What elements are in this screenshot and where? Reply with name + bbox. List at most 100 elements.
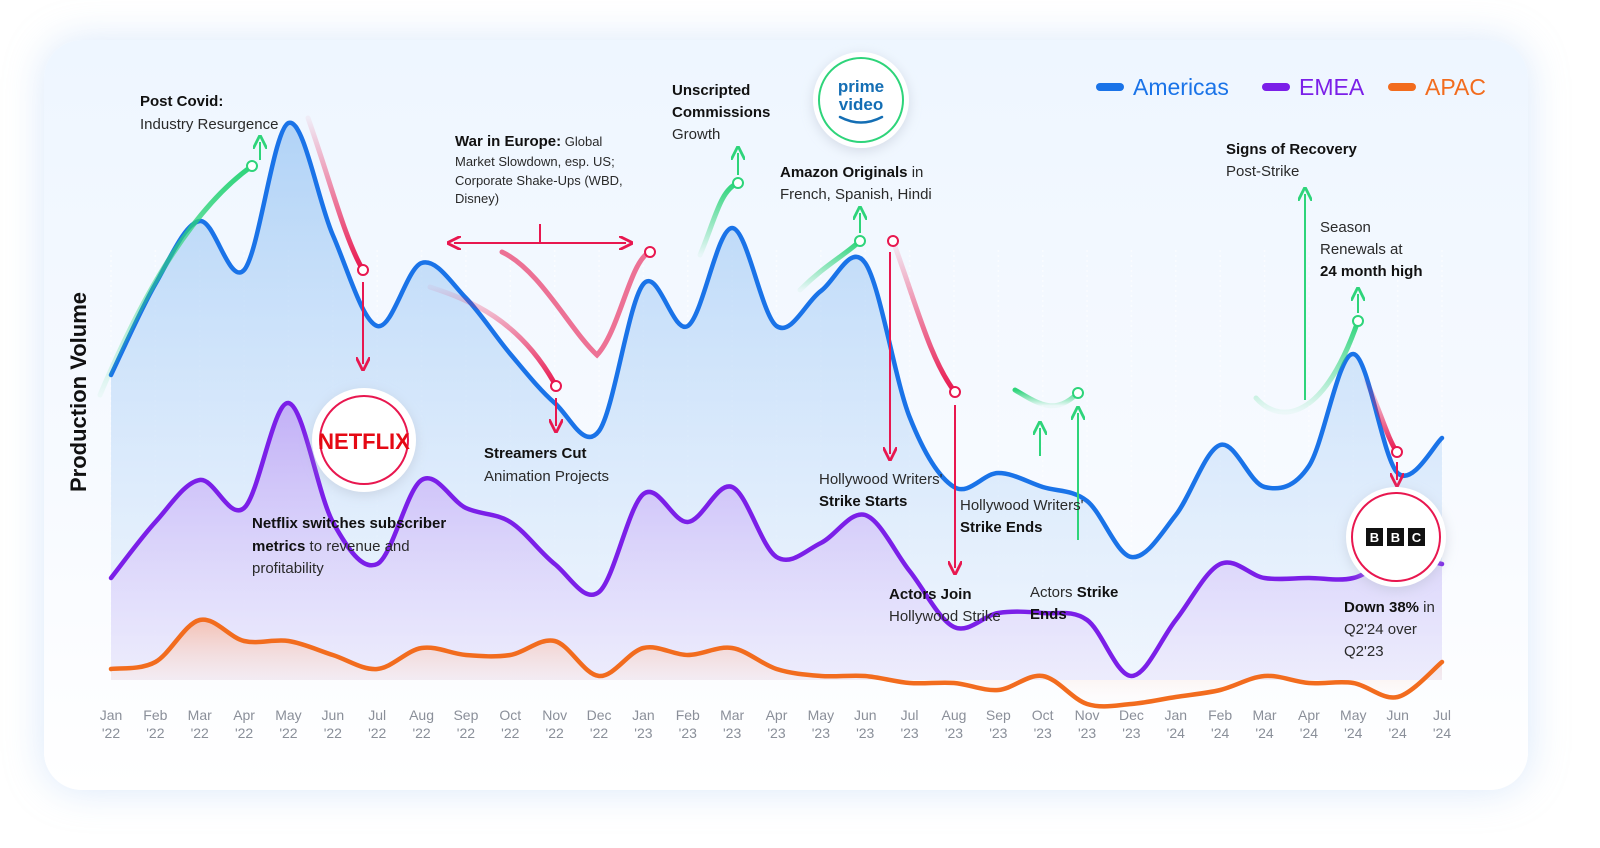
annotation-texts: Post Covid: Industry Resurgence War in E…: [140, 82, 1435, 660]
x-tick-label: Sep '22: [453, 707, 478, 741]
writers-end-line-1: Hollywood Writers': [960, 497, 1084, 514]
x-tick-label: Aug '22: [409, 707, 434, 741]
x-tick-label: Jul '22: [368, 707, 386, 741]
x-tick-label: Feb '23: [676, 707, 700, 741]
x-tick-label: Jun '24: [1386, 707, 1409, 741]
actors-end-line-1a: Actors: [1030, 584, 1077, 601]
endpoint-dot: [732, 177, 744, 189]
series-line-americas: [108, 120, 1445, 560]
x-tick-label: Sep '23: [986, 707, 1011, 741]
legend-label: APAC: [1425, 74, 1486, 100]
prime-smile-icon: [838, 115, 884, 124]
x-tick-label: Apr '24: [1298, 707, 1320, 741]
area-emea: [111, 402, 1442, 680]
endpoint-dot: [644, 246, 656, 258]
endpoint-dot: [887, 235, 899, 247]
legend: Americas EMEA APAC: [1096, 74, 1486, 100]
x-tick-label: Nov '22: [542, 707, 567, 741]
bbc-letter: C: [1412, 530, 1422, 545]
x-tick-label: Aug '23: [942, 707, 967, 741]
actors-end-line-2: Ends: [1030, 606, 1067, 623]
war-line-2: Market Slowdown, esp. US;: [455, 154, 615, 169]
writers-start-line-2: Strike Starts: [819, 493, 907, 510]
netflix-line-2-bold: metrics: [252, 538, 305, 555]
x-tick-label: Apr '22: [233, 707, 255, 741]
amazon-sub: French, Spanish, Hindi: [780, 186, 932, 203]
bbc-box: [1366, 528, 1383, 546]
down-line-1: Down 38% in: [1344, 599, 1435, 616]
endpoint-dot: [1391, 446, 1403, 458]
legend-item-emea: EMEA: [1262, 74, 1365, 100]
x-tick-label: Mar '22: [188, 707, 212, 741]
x-tick-label: Oct '23: [1032, 707, 1054, 741]
x-tick-label: Jun '22: [322, 707, 345, 741]
x-tick-label: May '24: [1340, 707, 1366, 741]
x-tick-label: Feb '22: [143, 707, 167, 741]
x-tick-label: Jan '24: [1165, 707, 1188, 741]
x-tick-label: Jul '24: [1433, 707, 1451, 741]
amazon-title: Amazon Originals in: [780, 164, 923, 181]
x-tick-label: Jul '23: [900, 707, 918, 741]
netflix-line-3: profitability: [252, 560, 324, 577]
netflix-logo: NETFLIX: [312, 388, 416, 492]
prime-logo-text: prime: [838, 77, 884, 96]
post-covid-title: Post Covid:: [140, 93, 223, 110]
war-title-bold: War in Europe:: [455, 133, 561, 150]
bbc-logo: B B C: [1346, 487, 1446, 587]
trend-endpoints: [246, 160, 1403, 458]
x-tick-label: May '23: [808, 707, 834, 741]
x-tick-label: Mar '24: [1252, 707, 1276, 741]
trend-down-jun22: [305, 115, 366, 273]
x-tick-label: Dec '22: [587, 707, 612, 741]
post-covid-sub: Industry Resurgence: [140, 116, 278, 133]
endpoint-dot: [550, 380, 562, 392]
x-axis-ticks: Jan '22 Feb '22 Mar '22 Apr '22 May '22 Jun '22 Jul '…: [100, 707, 1452, 741]
streamers-title: Streamers Cut: [484, 445, 587, 462]
streamers-sub: Animation Projects: [484, 468, 609, 485]
down-line-1-rest: in: [1419, 599, 1435, 616]
actors-join-line-1: Actors Join: [889, 586, 972, 603]
season-line-3: 24 month high: [1320, 263, 1423, 280]
trend-up-post-covid: [97, 163, 255, 398]
annotation-arrows: [260, 142, 1397, 568]
actors-end-line-1: Actors Strike: [1030, 584, 1118, 601]
actors-join-line-2: Hollywood Strike: [889, 608, 1001, 625]
season-line-1: Season: [1320, 219, 1371, 236]
x-tick-label: Apr '23: [766, 707, 788, 741]
legend-item-apac: APAC: [1388, 74, 1486, 100]
video-logo-text: video: [839, 95, 883, 114]
legend-label: Americas: [1133, 74, 1229, 100]
netflix-logo-text: NETFLIX: [318, 429, 410, 454]
series-line-apac: [108, 617, 1445, 709]
bbc-letter: B: [1370, 530, 1379, 545]
x-tick-label: Jan '22: [100, 707, 123, 741]
endpoint-dot: [246, 160, 258, 172]
legend-item-americas: Americas: [1096, 74, 1229, 100]
down-line-2: Q2'24 over: [1344, 621, 1417, 638]
endpoint-dot: [1072, 387, 1084, 399]
amazon-title-rest: in: [908, 164, 924, 181]
x-tick-label: Feb '24: [1208, 707, 1232, 741]
x-tick-label: Dec '23: [1119, 707, 1144, 741]
x-tick-label: May '22: [275, 707, 301, 741]
war-line-4: Disney): [455, 191, 499, 206]
writers-start-line-1: Hollywood Writers': [819, 471, 943, 488]
war-line-3: Corporate Shake-Ups (WBD,: [455, 173, 623, 188]
x-tick-label: Jun '23: [854, 707, 877, 741]
x-tick-label: Mar '23: [720, 707, 744, 741]
trend-down-war: [427, 284, 559, 389]
prime-video-logo: prime video: [813, 52, 909, 148]
amazon-title-bold: Amazon Originals: [780, 164, 908, 181]
unscripted-line-1: Unscripted: [672, 82, 750, 99]
war-title-rest: Global: [561, 134, 602, 149]
endpoint-dot: [357, 264, 369, 276]
y-axis-label: Production Volume: [66, 292, 91, 492]
bbc-box: [1408, 528, 1425, 546]
endpoint-dot: [949, 386, 961, 398]
trend-up-recovery: [1253, 318, 1361, 415]
legend-label: EMEA: [1299, 74, 1365, 100]
series-line-emea: [108, 400, 1445, 679]
trend-down-strike: [890, 238, 958, 395]
x-tick-label: Nov '23: [1075, 707, 1100, 741]
